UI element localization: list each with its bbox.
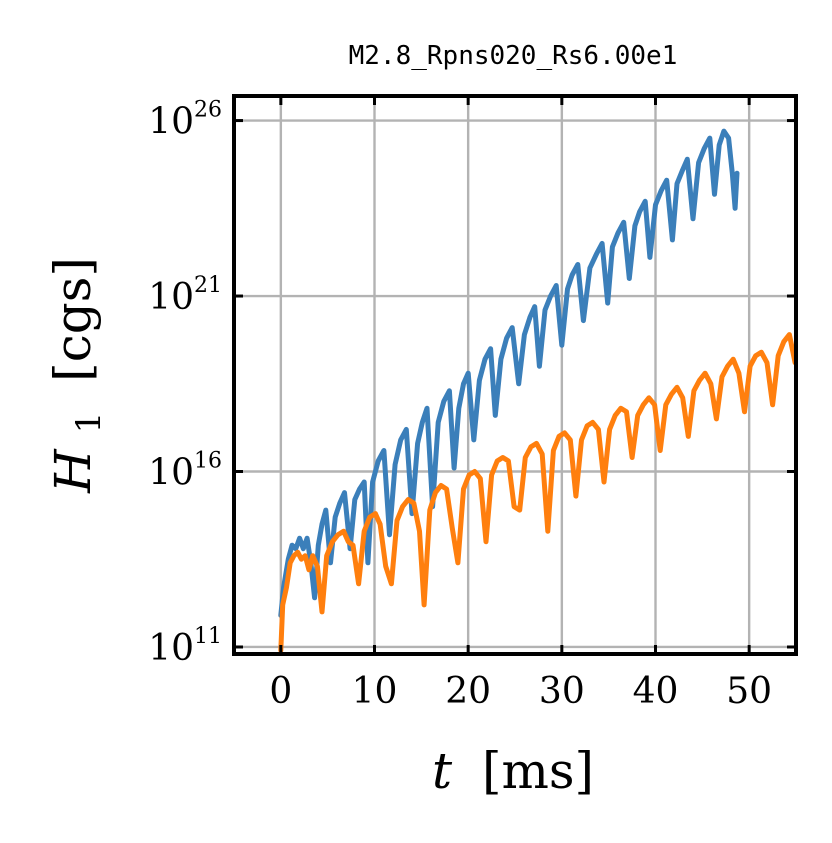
x-axis-var: t	[432, 742, 453, 800]
x-tick-label: 20	[445, 671, 491, 712]
series-layer	[278, 128, 796, 653]
y-axis-var: H	[44, 448, 102, 494]
y-axis-sub: 1	[69, 412, 109, 434]
x-tick-label: 0	[269, 671, 292, 712]
y-tick-label: 1021	[148, 273, 222, 318]
y-axis-unit: [cgs]	[44, 257, 102, 382]
x-axis-unit: [ms]	[482, 742, 594, 800]
x-tick-labels: 0 10 20 30 40 50	[269, 671, 772, 712]
ticks	[234, 96, 796, 654]
y-tick-label: 1016	[148, 449, 222, 494]
y-tick-labels: 1026 1021 1016 1011	[148, 98, 222, 669]
y-axis-label: H 1 [cgs]	[44, 257, 112, 494]
plot-frame	[232, 94, 798, 656]
y-tick-label: 1026	[148, 98, 222, 143]
x-axis-label: t [ms]	[432, 742, 594, 800]
x-tick-label: 10	[352, 671, 398, 712]
y-tick-label: 1011	[148, 624, 222, 669]
x-tick-label: 50	[726, 671, 772, 712]
series-line-1	[278, 128, 740, 618]
x-tick-label: 30	[539, 671, 585, 712]
chart-title: M2.8_Rpns020_Rs6.00e1	[349, 41, 678, 71]
x-tick-label: 40	[633, 671, 679, 712]
series-line-2	[278, 332, 796, 653]
